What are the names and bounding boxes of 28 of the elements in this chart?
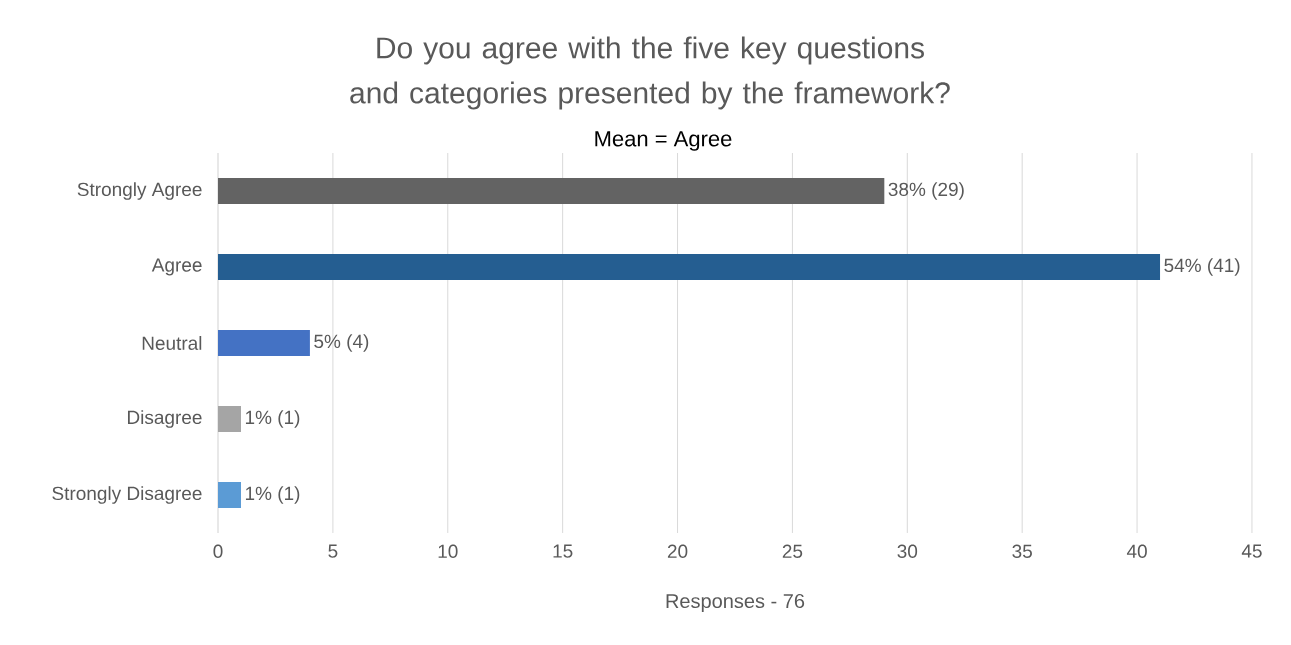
x-tick-label: 35: [1012, 544, 1032, 558]
x-tick-label: 15: [553, 544, 573, 558]
x-axis-title: Responses - 76: [666, 593, 805, 613]
x-tick-label: 10: [438, 544, 458, 558]
bar: [218, 178, 885, 204]
chart-title: Do you agree with the five key questions and categories presented by the framework?: [350, 36, 950, 110]
y-tick-label: Neutral: [142, 336, 202, 350]
bar: [218, 406, 241, 432]
y-tick-label: Disagree: [127, 410, 202, 428]
y-tick-label: Strongly Agree: [77, 182, 202, 200]
x-tick-label: 30: [897, 544, 918, 558]
data-label: 1% (1): [245, 410, 300, 428]
x-tick-label: 0: [213, 544, 223, 558]
x-tick-label: 5: [328, 544, 338, 558]
y-tick-label: Strongly Disagree: [52, 486, 202, 504]
x-tick-label: 20: [667, 544, 688, 558]
chart-subtitle: Mean = Agree: [595, 131, 732, 151]
x-tick-label: 40: [1126, 544, 1147, 558]
data-label: 5% (4): [314, 334, 369, 352]
x-tick-label: 25: [782, 544, 803, 558]
x-tick-label: 45: [1241, 544, 1262, 558]
data-label: 54% (41): [1164, 258, 1240, 276]
bar: [218, 481, 241, 508]
bar: [218, 330, 310, 356]
bar: [218, 254, 1161, 280]
data-label: 38% (29): [888, 182, 964, 200]
y-tick-label: Agree: [151, 258, 202, 276]
data-label: 1% (1): [245, 486, 300, 504]
